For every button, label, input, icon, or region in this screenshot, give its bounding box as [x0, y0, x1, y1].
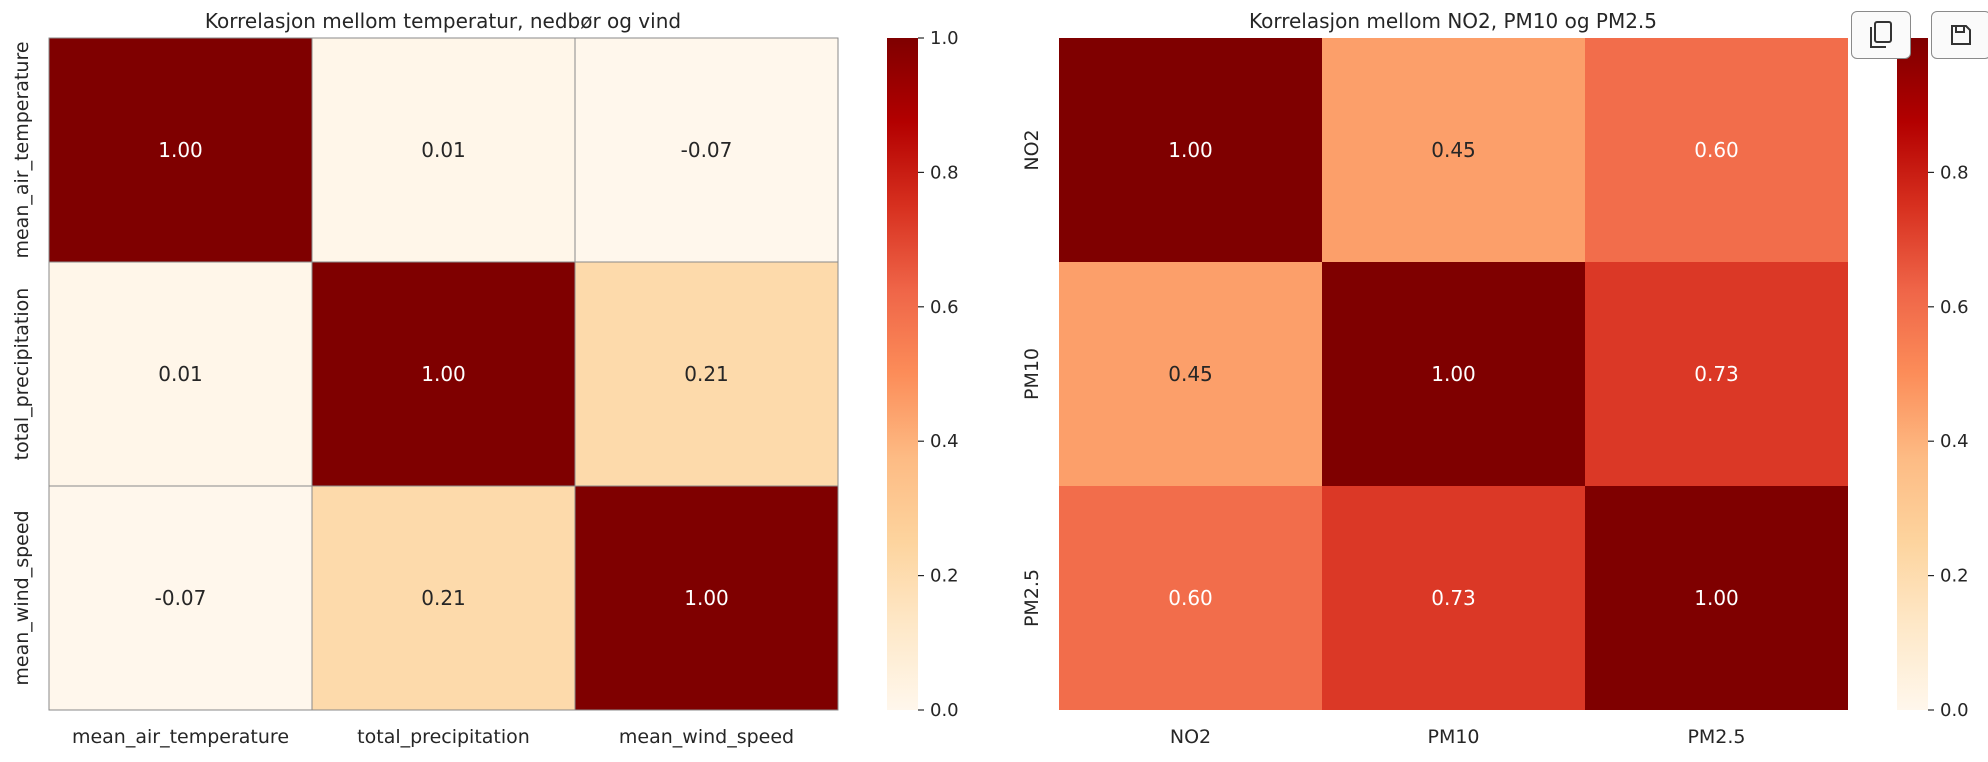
x-tick-label: PM2.5 [1687, 726, 1745, 748]
cell-value-label: 0.60 [1168, 586, 1213, 610]
cell-value-label: 0.73 [1431, 586, 1476, 610]
colorbar-tick-label: 0.0 [930, 700, 959, 721]
y-tick-label: mean_wind_speed [11, 510, 33, 685]
colorbar-tick-label: 0.4 [1940, 431, 1969, 452]
heatmap-cell [1059, 486, 1322, 710]
colorbar-tick-label: 0.4 [930, 431, 959, 452]
x-tick-label: mean_air_temperature [72, 726, 289, 748]
colorbar [1897, 38, 1928, 710]
x-tick-label: PM10 [1427, 726, 1479, 748]
heatmap-temperature-precipitation-wind: Korrelasjon mellom temperatur, nedbør og… [11, 9, 959, 748]
heatmap-cell [1585, 486, 1848, 710]
cell-value-label: 1.00 [421, 362, 466, 386]
colorbar-tick-label: 0.8 [1940, 162, 1969, 183]
heatmap-cell [48, 37, 313, 263]
y-tick-label: total_precipitation [11, 288, 33, 461]
copy-button[interactable] [1851, 11, 1911, 59]
heatmap-cell [574, 261, 839, 487]
heatmap-cell [48, 485, 313, 711]
heatmap-cell [574, 485, 839, 711]
heatmap-cell [1059, 262, 1322, 486]
cell-value-label: 0.45 [1168, 362, 1213, 386]
cell-value-label: 1.00 [1431, 362, 1476, 386]
x-tick-label: total_precipitation [357, 726, 530, 748]
y-tick-label: PM2.5 [1021, 569, 1043, 627]
heatmap-cell [574, 37, 839, 263]
chart-title: Korrelasjon mellom NO2, PM10 og PM2.5 [1249, 9, 1657, 33]
cell-value-label: 0.73 [1694, 362, 1739, 386]
x-tick-label: NO2 [1170, 726, 1211, 748]
cell-value-label: 0.21 [421, 586, 466, 610]
heatmap-cell [48, 261, 313, 487]
cell-value-label: 1.00 [158, 138, 203, 162]
heatmap-cell [311, 485, 576, 711]
heatmap-cell [1585, 38, 1848, 262]
heatmap-cell [1322, 262, 1585, 486]
save-button[interactable] [1931, 11, 1988, 59]
y-tick-label: mean_air_temperature [11, 41, 33, 258]
heatmap-cell [311, 37, 576, 263]
colorbar-tick-label: 0.6 [1940, 297, 1969, 318]
copy-icon [1870, 21, 1892, 48]
colorbar-tick-label: 0.6 [930, 297, 959, 318]
cell-value-label: 1.00 [684, 586, 729, 610]
cell-value-label: 0.01 [421, 138, 466, 162]
cell-value-label: 0.21 [684, 362, 729, 386]
colorbar-tick-label: 0.8 [930, 162, 959, 183]
colorbar-tick-label: 0.2 [1940, 566, 1969, 587]
cell-value-label: 0.60 [1694, 138, 1739, 162]
heatmap-cell [1322, 38, 1585, 262]
colorbar-tick-label: 1.0 [930, 28, 959, 49]
colorbar-tick-label: 0.2 [930, 566, 959, 587]
heatmap-cell [311, 261, 576, 487]
heatmap-cell [1585, 262, 1848, 486]
cell-value-label: -0.07 [681, 138, 733, 162]
cell-value-label: 0.45 [1431, 138, 1476, 162]
chart-title: Korrelasjon mellom temperatur, nedbør og… [205, 9, 681, 33]
x-tick-label: mean_wind_speed [619, 726, 794, 748]
y-tick-label: PM10 [1021, 348, 1043, 400]
heatmap-no2-pm10-pm25: Korrelasjon mellom NO2, PM10 og PM2.5 1.0… [1021, 9, 1969, 748]
save-icon [1951, 25, 1971, 45]
cell-value-label: 1.00 [1168, 138, 1213, 162]
colorbar [887, 38, 918, 710]
cell-value-label: -0.07 [155, 586, 207, 610]
cell-value-label: 0.01 [158, 362, 203, 386]
colorbar-tick-label: 0.0 [1940, 700, 1969, 721]
cell-value-label: 1.00 [1694, 586, 1739, 610]
heatmap-cell [1322, 486, 1585, 710]
y-tick-label: NO2 [1021, 129, 1043, 170]
heatmap-cell [1059, 38, 1322, 262]
